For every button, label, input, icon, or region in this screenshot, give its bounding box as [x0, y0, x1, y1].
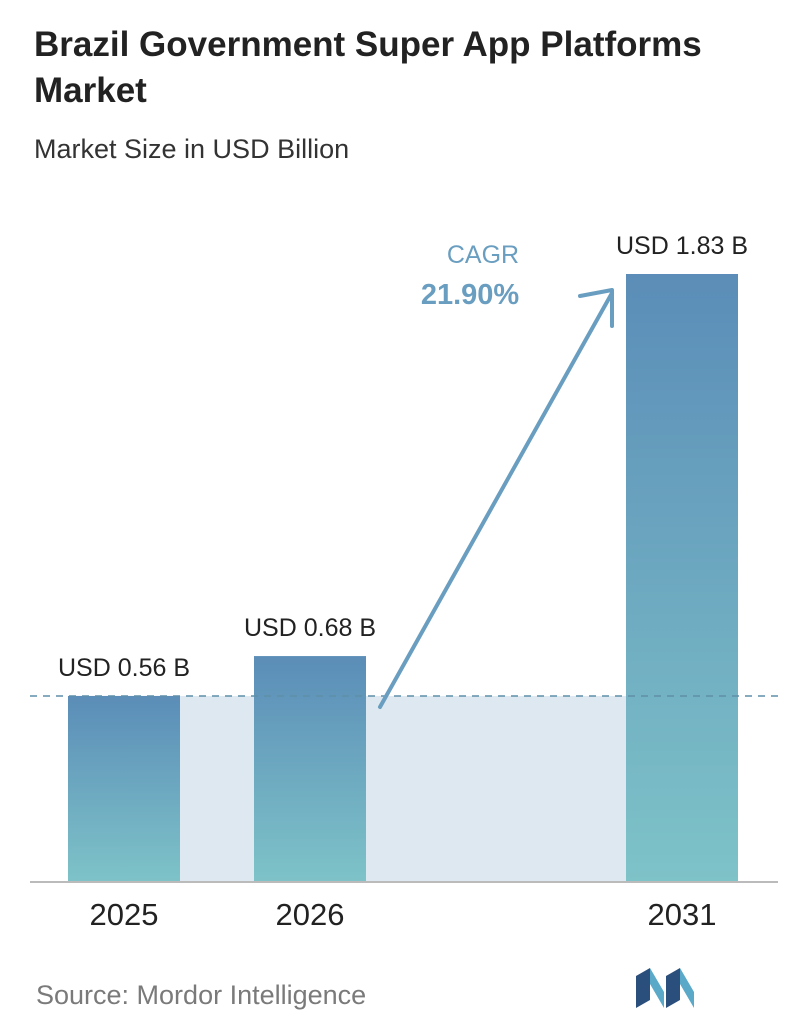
- source-note: Source: Mordor Intelligence: [36, 980, 367, 1010]
- bar-chart: USD 0.56 B 2025 USD 0.68 B 2026 USD 1.83 B 20…: [30, 232, 780, 932]
- cagr-label: CAGR: [447, 241, 519, 269]
- chart-title: Brazil Government Super App Platforms Ma…: [34, 25, 702, 110]
- x-tick-label-2031: 2031: [648, 897, 717, 932]
- bar-2031: [626, 274, 738, 882]
- cagr-arrow-head: [578, 288, 614, 328]
- data-label-2026: USD 0.68 B: [244, 614, 376, 642]
- bar-2026: [254, 656, 366, 882]
- x-tick-label-2026: 2026: [276, 897, 345, 932]
- cagr-value: 21.90%: [421, 279, 520, 311]
- mordor-intelligence-logo: [636, 968, 694, 1008]
- reference-band: [180, 695, 626, 882]
- chart-subtitle: Market Size in USD Billion: [34, 134, 350, 164]
- bar-2025: [68, 695, 180, 882]
- cagr-arrow: [378, 291, 614, 709]
- x-tick-label-2025: 2025: [90, 897, 159, 932]
- data-label-2025: USD 0.56 B: [58, 654, 190, 682]
- data-label-2031: USD 1.83 B: [616, 232, 748, 260]
